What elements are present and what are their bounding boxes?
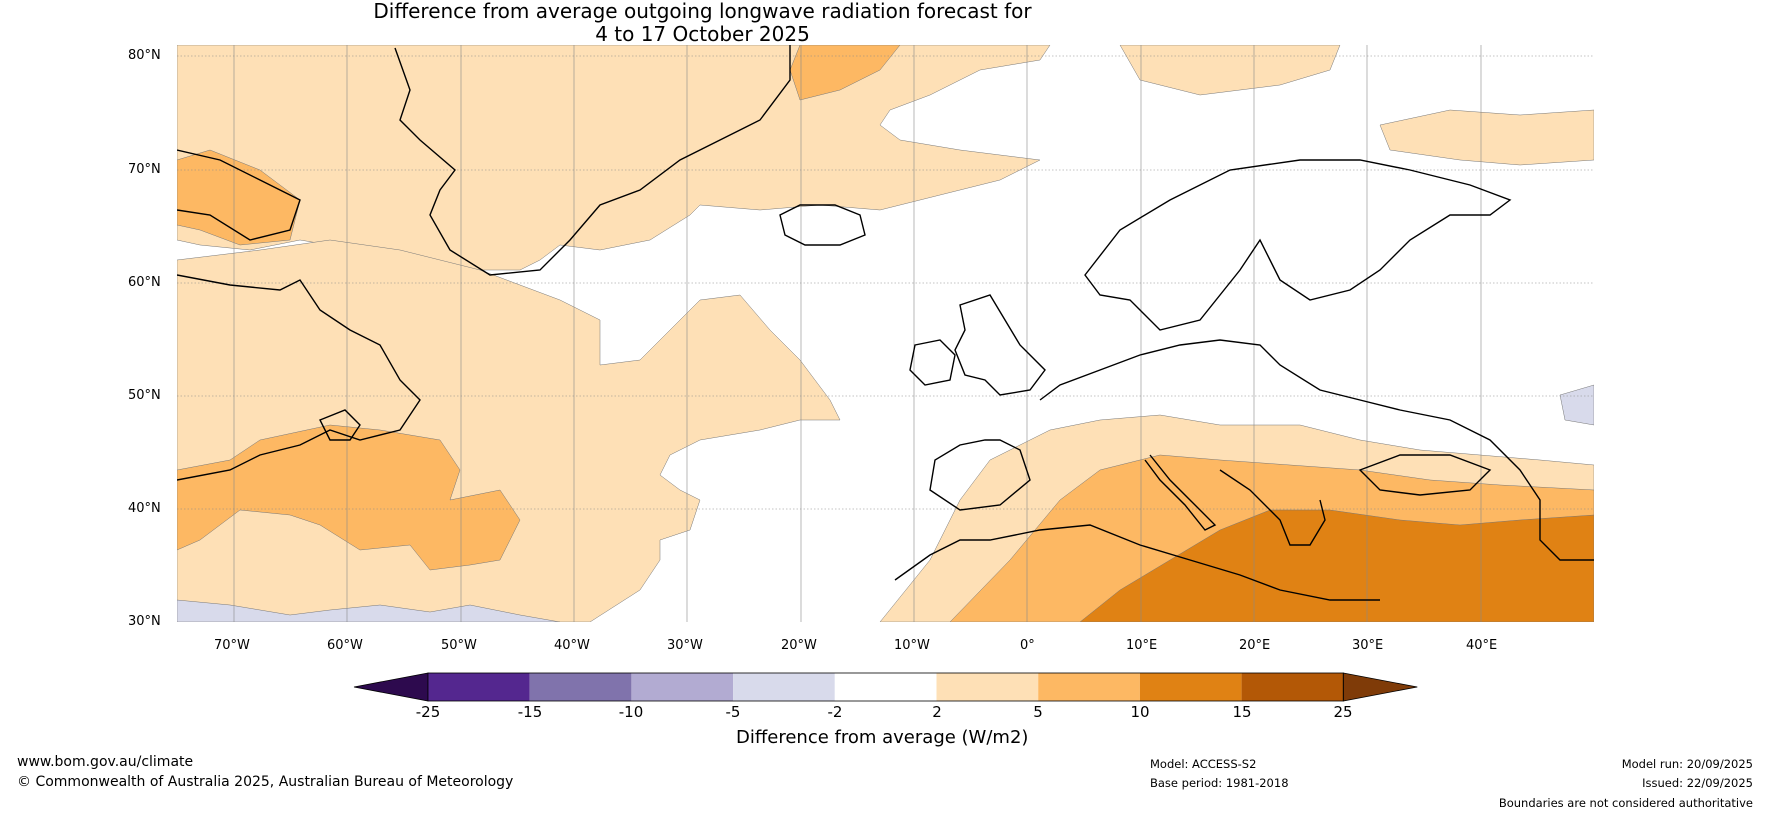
coastline-iceland [779,204,866,246]
lon-label-40w: 40°W [554,638,590,653]
lat-label-30n: 30°N [128,614,161,629]
colorbar-swatch [733,673,835,701]
anomaly-fields [177,45,1594,622]
anomaly-region-neg-south-west [177,599,561,622]
colorbar-tick: -10 [618,703,644,721]
colorbar-swatch [834,673,937,701]
lon-label-50w: 50°W [441,638,477,653]
colorbar-swatch [428,673,530,701]
coastlines [177,45,1594,601]
colorbar-swatch [529,673,632,701]
colorbar-tick: 15 [1232,703,1252,721]
colorbar-title: Difference from average (W/m2) [736,727,1029,748]
lat-label-40n: 40°N [128,501,161,516]
colorbar-swatch [631,673,734,701]
colorbar-tick: 25 [1333,703,1353,721]
colorbar-swatch [936,673,1039,701]
lon-label-0: 0° [1020,638,1035,653]
disclaimer-text: Boundaries are not considered authoritat… [1498,796,1753,810]
gridlines [177,45,1594,622]
lon-label-10e: 10°E [1126,638,1158,653]
colorbar-swatch [1241,673,1344,701]
coastline-italy [1144,454,1217,531]
lon-label-10w: 10°W [894,638,930,653]
coastline-ireland [909,339,956,386]
anomaly-region-10to15-mediterranean [1079,509,1594,622]
anomaly-region-5to10-newfoundland [177,424,521,571]
issued-text: Issued: 22/09/2025 [1642,776,1753,790]
coastline-europe-mainland [1039,339,1594,561]
coastline-labrador [177,274,421,481]
lon-label-30w: 30°W [667,638,703,653]
coastline-black-sea [1358,454,1492,496]
colorbar-tick: -25 [415,703,441,721]
lon-label-70w: 70°W [214,638,250,653]
colorbar-outline [427,672,1344,702]
lon-label-20w: 20°W [781,638,817,653]
model-run-text: Model run: 20/09/2025 [1621,757,1753,771]
lat-label-70n: 70°N [128,162,161,177]
colorbar-tick: 2 [932,703,942,721]
coastline-newfoundland [319,409,361,441]
colorbar-swatch [1139,673,1242,701]
colorbar-tick: -15 [517,703,543,721]
coastline-greenland [394,45,791,276]
coastline-british-isles [954,294,1046,396]
colorbar-tick: 10 [1130,703,1150,721]
colorbar-extend-high [1342,672,1418,702]
coastline-scandinavia [1084,159,1512,331]
colorbar-tick: 5 [1033,703,1043,721]
colorbar [353,672,1418,702]
coastline-north-africa [894,524,1380,601]
lat-label-80n: 80°N [128,48,161,63]
title-line-1: Difference from average outgoing longwav… [373,0,1032,23]
colorbar-tick: -2 [827,703,843,721]
anomaly-region-2to5-barents [1379,109,1594,166]
website-text: www.bom.gov.au/climate [17,754,194,770]
lon-label-40e: 40°E [1466,638,1498,653]
lat-label-50n: 50°N [128,388,161,403]
chart-title: Difference from average outgoing longwav… [0,0,1405,46]
model-text: Model: ACCESS-S2 [1150,757,1257,771]
lon-label-20e: 20°E [1239,638,1271,653]
base-period-text: Base period: 1981-2018 [1150,776,1289,790]
anomaly-region-2to5-svalbard [1119,45,1341,96]
copyright-text: © Commonwealth of Australia 2025, Austra… [17,774,514,790]
lon-label-30e: 30°E [1352,638,1384,653]
colorbar-extend-low [353,672,429,702]
anomaly-region-neg-east [1559,384,1594,426]
lon-label-60w: 60°W [327,638,363,653]
coastline-baffin [177,149,301,241]
colorbar-swatch [1038,673,1140,701]
title-line-2: 4 to 17 October 2025 [595,22,810,46]
lat-label-60n: 60°N [128,275,161,290]
coastline-iberia [929,439,1031,511]
anomaly-region-5to10-labrador [177,149,301,246]
coastline-balkans-greece [1219,469,1326,546]
colorbar-tick: -5 [725,703,741,721]
